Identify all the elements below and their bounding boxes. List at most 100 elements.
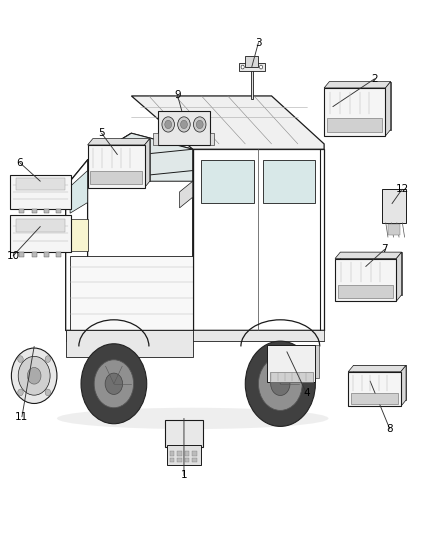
Polygon shape <box>396 252 402 301</box>
Bar <box>16 178 65 190</box>
Text: 5: 5 <box>98 128 105 138</box>
Bar <box>388 224 400 235</box>
Bar <box>170 458 174 462</box>
Bar <box>267 345 315 382</box>
Text: 1: 1 <box>180 471 187 480</box>
Bar <box>335 259 396 301</box>
Bar <box>90 172 141 184</box>
Circle shape <box>45 389 50 395</box>
Circle shape <box>271 372 290 395</box>
Circle shape <box>18 356 23 362</box>
Circle shape <box>180 120 187 128</box>
Bar <box>251 62 253 99</box>
Bar <box>166 420 202 447</box>
Polygon shape <box>271 345 319 378</box>
Bar <box>167 445 201 465</box>
Text: 11: 11 <box>15 412 28 422</box>
Circle shape <box>245 341 315 426</box>
Bar <box>32 252 37 256</box>
Circle shape <box>18 389 23 395</box>
Text: 4: 4 <box>303 389 310 398</box>
Circle shape <box>45 356 50 362</box>
Bar <box>210 133 215 145</box>
Bar <box>19 252 25 256</box>
Text: 6: 6 <box>16 158 23 167</box>
Circle shape <box>258 357 302 410</box>
Polygon shape <box>340 252 402 295</box>
Polygon shape <box>324 82 391 88</box>
Polygon shape <box>263 160 315 203</box>
Polygon shape <box>131 96 324 149</box>
Circle shape <box>27 367 41 384</box>
Polygon shape <box>66 133 131 330</box>
Polygon shape <box>66 133 193 330</box>
Polygon shape <box>70 256 193 330</box>
Circle shape <box>105 373 123 394</box>
Polygon shape <box>70 219 88 251</box>
Circle shape <box>11 348 57 403</box>
Bar <box>177 451 182 456</box>
Bar <box>88 145 145 188</box>
Polygon shape <box>145 139 150 188</box>
Bar <box>351 393 398 403</box>
Text: 12: 12 <box>396 184 409 194</box>
Polygon shape <box>88 133 193 187</box>
Bar <box>153 133 158 145</box>
Circle shape <box>165 120 172 128</box>
Circle shape <box>241 65 244 69</box>
Circle shape <box>94 360 134 408</box>
Bar <box>348 372 401 406</box>
Bar <box>10 215 71 252</box>
Bar <box>19 209 25 213</box>
Bar <box>44 209 49 213</box>
Polygon shape <box>66 330 324 341</box>
Circle shape <box>81 344 147 424</box>
Bar <box>327 118 382 132</box>
Bar <box>185 451 189 456</box>
Polygon shape <box>193 149 324 330</box>
Polygon shape <box>329 82 391 130</box>
Polygon shape <box>70 171 88 213</box>
Bar <box>170 451 174 456</box>
Bar <box>10 174 71 209</box>
Text: 7: 7 <box>381 245 388 254</box>
Bar <box>324 88 385 136</box>
Circle shape <box>194 117 206 132</box>
Polygon shape <box>353 366 406 400</box>
Text: 8: 8 <box>386 424 393 434</box>
Text: 9: 9 <box>174 90 181 100</box>
Circle shape <box>162 117 174 132</box>
Bar <box>192 451 197 456</box>
Polygon shape <box>401 366 406 406</box>
Text: 10: 10 <box>7 251 20 261</box>
Bar <box>16 219 65 231</box>
Bar <box>269 372 313 382</box>
Polygon shape <box>93 139 150 181</box>
Bar <box>177 458 182 462</box>
Text: 2: 2 <box>371 74 378 84</box>
Bar <box>44 252 49 256</box>
Polygon shape <box>348 366 406 372</box>
Polygon shape <box>88 139 150 145</box>
Bar <box>338 285 393 298</box>
Bar <box>239 63 265 71</box>
Polygon shape <box>201 160 254 203</box>
Bar <box>158 111 210 145</box>
Polygon shape <box>66 330 193 357</box>
Bar <box>56 252 61 256</box>
Polygon shape <box>180 181 193 208</box>
Bar <box>185 458 189 462</box>
Ellipse shape <box>57 408 328 429</box>
Bar <box>32 209 37 213</box>
Circle shape <box>18 357 50 395</box>
Circle shape <box>259 65 263 69</box>
Circle shape <box>178 117 190 132</box>
Bar <box>245 56 258 67</box>
Bar <box>56 209 61 213</box>
Circle shape <box>196 120 203 128</box>
Bar <box>382 189 406 223</box>
Text: 3: 3 <box>255 38 262 47</box>
Polygon shape <box>385 82 391 136</box>
Bar <box>192 458 197 462</box>
Polygon shape <box>335 252 402 259</box>
